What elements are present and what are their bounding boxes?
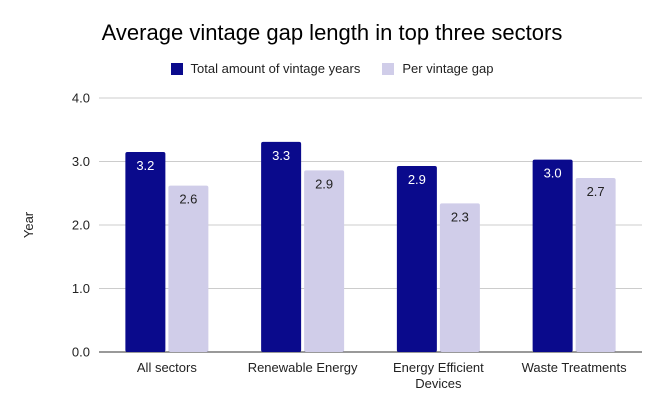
y-tick-label: 1.0 xyxy=(72,281,90,296)
legend-swatch-per-gap xyxy=(382,62,395,75)
chart-legend: Total amount of vintage years Per vintag… xyxy=(0,61,664,76)
legend-label-per-gap: Per vintage gap xyxy=(402,61,494,76)
legend-item-per-gap: Per vintage gap xyxy=(382,61,493,76)
chart-title: Average vintage gap length in top three … xyxy=(101,20,563,45)
legend-item-total: Total amount of vintage years xyxy=(170,61,361,76)
data-label: 3.2 xyxy=(136,158,154,173)
legend-swatch-total xyxy=(170,62,183,75)
y-tick-label: 0.0 xyxy=(72,345,90,360)
y-tick-label: 3.0 xyxy=(72,154,90,169)
y-tick-label: 2.0 xyxy=(72,218,90,233)
data-label: 3.3 xyxy=(272,148,290,163)
bar-per-gap xyxy=(575,178,616,352)
legend-label-total: Total amount of vintage years xyxy=(190,61,361,76)
bar-total xyxy=(532,159,573,352)
bar-total xyxy=(261,141,302,352)
bar-per-gap xyxy=(304,170,345,352)
bar-per-gap xyxy=(439,203,480,352)
data-label: 2.6 xyxy=(179,192,197,207)
y-axis-label: Year xyxy=(21,211,36,238)
bar-total xyxy=(125,151,166,352)
data-label: 2.3 xyxy=(451,209,469,224)
x-tick-label: Energy Efficient xyxy=(393,360,484,375)
y-tick-label: 4.0 xyxy=(72,91,90,106)
data-label: 2.9 xyxy=(315,176,333,191)
x-tick-label: Renewable Energy xyxy=(248,360,358,375)
data-label: 3.0 xyxy=(544,166,562,181)
data-label: 2.9 xyxy=(408,172,426,187)
x-tick-label: Devices xyxy=(415,376,462,391)
data-label: 2.7 xyxy=(587,184,605,199)
x-tick-label: All sectors xyxy=(137,360,197,375)
bar-total xyxy=(396,165,437,352)
x-tick-label: Waste Treatments xyxy=(522,360,627,375)
bar-per-gap xyxy=(168,185,209,352)
